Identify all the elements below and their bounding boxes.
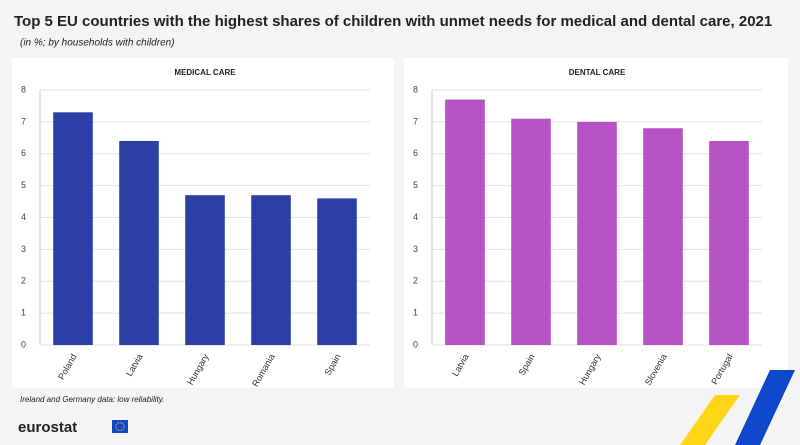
y-tick-label: 1 [21,308,26,318]
y-tick-label: 7 [21,116,26,126]
y-tick-label: 6 [413,148,418,158]
y-tick-label: 3 [21,244,26,254]
bar [577,121,617,345]
y-tick-label: 3 [413,244,418,254]
y-tick-label: 0 [21,339,26,349]
bar [251,195,291,345]
y-tick-label: 4 [413,212,418,222]
bar [53,112,93,345]
y-tick-label: 6 [21,148,26,158]
bar [185,195,225,345]
y-tick-label: 4 [21,212,26,222]
y-tick-label: 0 [413,339,418,349]
bar [643,128,683,345]
decor-stripe [680,395,740,445]
eu-flag [112,420,128,433]
y-tick-label: 1 [413,308,418,318]
y-tick-label: 5 [413,180,418,190]
subtitle: (in %; by households with children) [20,38,175,49]
y-tick-label: 2 [21,276,26,286]
bar [511,118,551,345]
y-tick-label: 5 [21,180,26,190]
page-title: Top 5 EU countries with the highest shar… [14,13,772,30]
chart-title: MEDICAL CARE [174,68,236,77]
footnote: Ireland and Germany data: low reliabilit… [20,395,164,404]
y-tick-label: 2 [413,276,418,286]
chart-title: DENTAL CARE [569,68,626,77]
eu-stars [115,421,125,432]
brand-logo: eurostat [18,419,77,436]
bar [317,198,357,345]
y-tick-label: 7 [413,116,418,126]
bar [709,141,749,345]
y-tick-label: 8 [21,84,26,94]
decor-stripe [735,370,795,445]
bar [445,99,485,345]
y-tick-label: 8 [413,84,418,94]
bar [119,141,159,345]
